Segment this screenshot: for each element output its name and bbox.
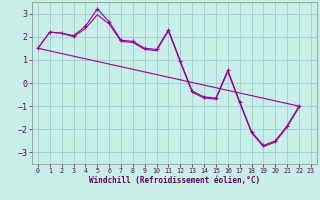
X-axis label: Windchill (Refroidissement éolien,°C): Windchill (Refroidissement éolien,°C)	[89, 176, 260, 185]
